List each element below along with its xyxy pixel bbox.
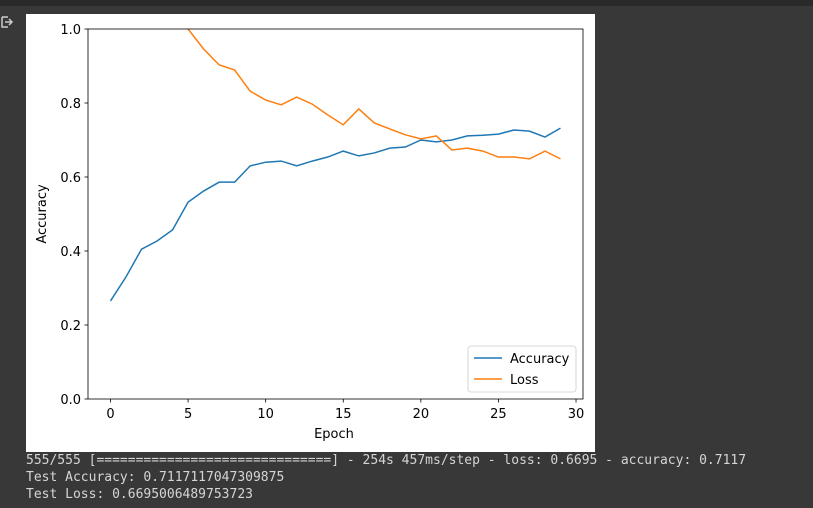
y-axis-label: Accuracy xyxy=(35,184,50,244)
plot-area xyxy=(109,29,561,302)
series-line xyxy=(187,29,561,160)
y-tick-label: 0.8 xyxy=(60,97,81,112)
output-icon[interactable] xyxy=(0,14,14,30)
output-line: Test Accuracy: 0.7117117047309875 xyxy=(26,470,285,485)
x-tick-label: 5 xyxy=(184,407,192,422)
chart: Epoch Accuracy 0.0 0.2 0.4 0.6 0.8 1.0 0 5 10 15 2… xyxy=(26,14,595,452)
x-tick-label: 25 xyxy=(490,407,507,422)
x-tick-label: 10 xyxy=(257,407,274,422)
x-tick-label: 20 xyxy=(413,407,430,422)
y-tick-label: 0.6 xyxy=(60,171,81,186)
series-line xyxy=(109,127,561,302)
x-tick-label: 15 xyxy=(335,407,352,422)
legend-label: Loss xyxy=(510,373,539,388)
y-tick-label: 1.0 xyxy=(60,23,81,38)
x-axis-label: Epoch xyxy=(314,427,354,442)
output-line: 555/555 [==============================]… xyxy=(26,453,747,468)
y-tick-label: 0.4 xyxy=(60,245,81,260)
output-line: Test Loss: 0.6695006489753723 xyxy=(26,487,253,502)
y-tick-label: 0.2 xyxy=(60,319,81,334)
cell-output: 555/555 [==============================]… xyxy=(26,452,746,503)
axes-frame xyxy=(87,28,584,400)
top-bar xyxy=(0,0,813,6)
x-tick-label: 30 xyxy=(568,407,585,422)
y-tick-label: 0.0 xyxy=(60,393,81,408)
x-tick-label: 0 xyxy=(106,407,114,422)
legend-label: Accuracy xyxy=(510,352,570,367)
